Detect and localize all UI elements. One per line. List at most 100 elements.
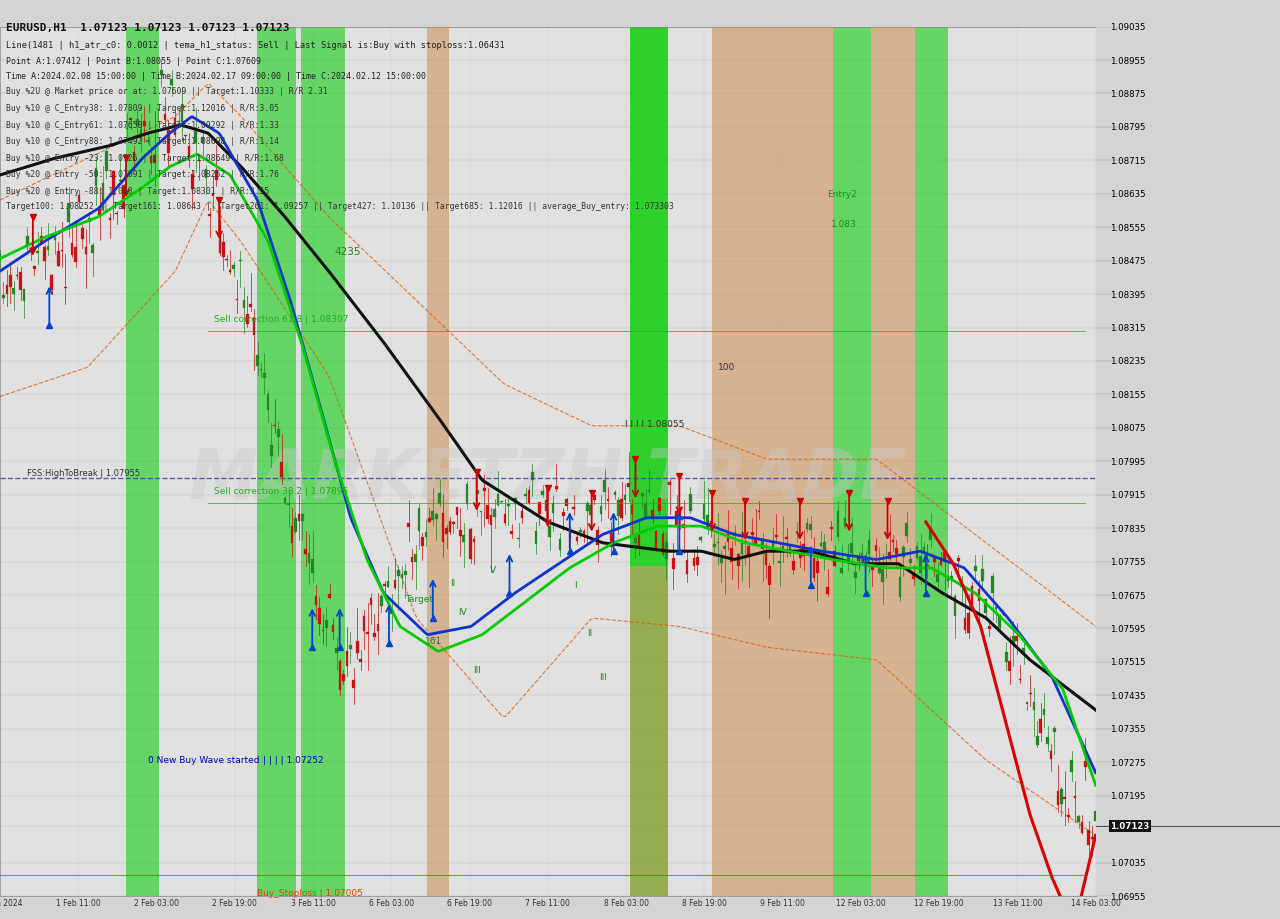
Bar bbox=[641, 494, 644, 497]
Bar bbox=[109, 219, 111, 221]
Text: II: II bbox=[586, 628, 593, 637]
Text: Buy %10 @ C_Entry88: 1.07492 | Target:1.08698 | R/R:1.14: Buy %10 @ C_Entry88: 1.07492 | Target:1.… bbox=[6, 137, 279, 146]
Text: 1.08875: 1.08875 bbox=[1111, 90, 1146, 99]
Bar bbox=[1060, 789, 1062, 804]
Bar bbox=[964, 618, 966, 630]
Bar bbox=[301, 28, 346, 896]
Bar bbox=[362, 617, 365, 631]
Bar bbox=[1015, 637, 1018, 641]
Bar bbox=[957, 558, 960, 561]
Bar bbox=[611, 534, 613, 548]
Bar bbox=[1046, 737, 1048, 744]
Bar bbox=[174, 119, 177, 136]
Bar bbox=[868, 540, 870, 554]
Bar bbox=[590, 505, 593, 516]
Bar bbox=[703, 505, 705, 519]
Bar bbox=[727, 532, 730, 542]
Bar bbox=[470, 529, 472, 559]
Text: 6 Feb 19:00: 6 Feb 19:00 bbox=[447, 898, 492, 907]
Bar bbox=[568, 532, 571, 539]
Bar bbox=[854, 572, 856, 578]
Bar bbox=[829, 528, 832, 529]
Bar bbox=[682, 525, 685, 528]
Bar bbox=[23, 289, 26, 302]
Bar bbox=[297, 515, 300, 522]
Bar bbox=[329, 595, 332, 598]
Bar bbox=[101, 184, 105, 211]
Text: 1.07435: 1.07435 bbox=[1111, 691, 1146, 700]
Bar bbox=[652, 511, 654, 520]
Bar bbox=[929, 529, 932, 540]
Bar bbox=[428, 518, 430, 522]
Bar bbox=[431, 512, 434, 520]
Bar bbox=[995, 607, 997, 609]
Bar bbox=[307, 553, 311, 564]
Bar bbox=[195, 132, 197, 144]
Bar bbox=[1036, 736, 1038, 744]
Bar bbox=[668, 482, 671, 485]
Bar bbox=[188, 147, 191, 159]
Bar bbox=[535, 532, 538, 544]
Bar bbox=[909, 560, 911, 563]
Bar bbox=[788, 546, 791, 554]
Bar bbox=[291, 527, 293, 543]
Bar bbox=[0, 255, 1, 261]
Bar bbox=[146, 141, 148, 142]
Bar bbox=[699, 537, 701, 540]
Text: 1.08075: 1.08075 bbox=[1111, 424, 1146, 433]
Bar bbox=[556, 487, 558, 489]
Bar bbox=[960, 586, 963, 588]
Bar bbox=[527, 491, 530, 503]
Bar bbox=[884, 563, 887, 564]
Bar bbox=[915, 546, 918, 558]
Bar bbox=[709, 522, 712, 527]
Bar bbox=[257, 28, 296, 896]
Bar bbox=[748, 547, 750, 558]
Bar bbox=[541, 491, 544, 495]
Bar bbox=[937, 574, 940, 582]
Bar bbox=[717, 542, 719, 544]
Text: 13 Feb 11:00: 13 Feb 11:00 bbox=[992, 898, 1042, 907]
Bar bbox=[819, 543, 822, 546]
Bar bbox=[1002, 612, 1005, 614]
Text: EURUSD,H1  1.07123 1.07123 1.07123 1.07123: EURUSD,H1 1.07123 1.07123 1.07123 1.0712… bbox=[6, 23, 289, 33]
Bar bbox=[1091, 837, 1093, 839]
Text: Sell correction 38.2 | 1.07895: Sell correction 38.2 | 1.07895 bbox=[214, 486, 348, 495]
Bar bbox=[723, 547, 726, 550]
Bar bbox=[404, 572, 407, 575]
Bar bbox=[712, 28, 833, 896]
Bar bbox=[844, 518, 846, 528]
Text: Buy %10 @ C_Entry38: 1.07809 | Target:1.12016 | R/R:3.05: Buy %10 @ C_Entry38: 1.07809 | Target:1.… bbox=[6, 104, 279, 113]
Bar bbox=[792, 562, 795, 571]
Bar bbox=[428, 28, 449, 896]
Text: 1.07835: 1.07835 bbox=[1111, 524, 1146, 533]
Bar bbox=[593, 495, 595, 501]
Bar bbox=[305, 550, 307, 554]
Text: 0 New Buy Wave started: 0 New Buy Wave started bbox=[148, 754, 260, 764]
Text: 1.08955: 1.08955 bbox=[1111, 56, 1146, 65]
Bar bbox=[998, 616, 1001, 628]
Text: FSS:HighToBreak | 1.07955: FSS:HighToBreak | 1.07955 bbox=[27, 469, 141, 478]
Bar bbox=[874, 546, 877, 551]
Text: Point A:1.07412 | Point B:1.08055 | Point C:1.07609: Point A:1.07412 | Point B:1.08055 | Poin… bbox=[6, 57, 261, 66]
Bar bbox=[58, 252, 60, 267]
Text: 1.07995: 1.07995 bbox=[1111, 458, 1146, 466]
Bar bbox=[476, 491, 479, 494]
Bar bbox=[968, 614, 970, 633]
Bar bbox=[507, 505, 509, 506]
Bar bbox=[630, 28, 668, 896]
Text: 1.08395: 1.08395 bbox=[1111, 290, 1146, 300]
Text: 2 Feb 19:00: 2 Feb 19:00 bbox=[212, 898, 257, 907]
Bar bbox=[15, 276, 18, 277]
Bar bbox=[64, 288, 67, 289]
Bar bbox=[384, 584, 387, 586]
Text: 1.07915: 1.07915 bbox=[1111, 491, 1146, 500]
Bar bbox=[44, 248, 46, 262]
Bar bbox=[850, 544, 854, 553]
Bar bbox=[26, 237, 28, 245]
Bar bbox=[758, 511, 760, 513]
Text: 9 Feb 11:00: 9 Feb 11:00 bbox=[760, 898, 805, 907]
Bar bbox=[648, 491, 650, 493]
Bar bbox=[123, 186, 125, 210]
Bar bbox=[607, 499, 609, 501]
